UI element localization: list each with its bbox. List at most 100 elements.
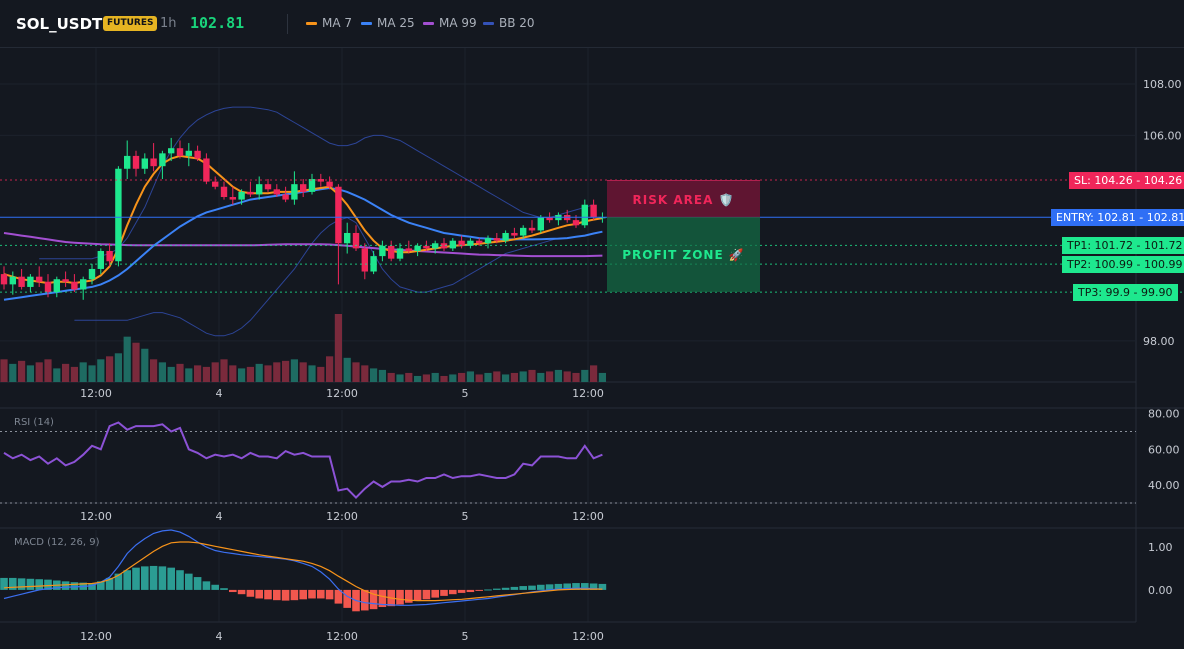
candle-body bbox=[476, 240, 483, 244]
candle-body bbox=[168, 148, 175, 154]
rsi-tick-label: 80.00 bbox=[1148, 408, 1180, 421]
macd-histogram-bar bbox=[44, 579, 52, 590]
time-tick-label: 12:00 bbox=[326, 510, 358, 523]
macd-histogram-bar bbox=[572, 583, 580, 590]
time-tick-label: 5 bbox=[462, 510, 469, 523]
legend-ma7[interactable]: MA 7 bbox=[306, 16, 352, 30]
volume-bar bbox=[114, 353, 122, 382]
timeframe-selector[interactable]: 1h bbox=[160, 16, 177, 31]
volume-bar bbox=[158, 362, 166, 382]
volume-bar bbox=[141, 348, 149, 382]
macd-histogram-bar bbox=[484, 589, 492, 591]
macd-histogram-bar bbox=[440, 589, 448, 596]
take-profit-tag: TP3: 99.9 - 99.90 bbox=[1073, 283, 1178, 301]
risk-area-label: RISK AREA 🛡️ bbox=[632, 192, 735, 207]
candle-body bbox=[62, 279, 69, 282]
volume-bar bbox=[220, 359, 228, 382]
legend-bb20[interactable]: BB 20 bbox=[483, 16, 535, 30]
candle-body bbox=[194, 150, 201, 159]
macd-histogram-bar bbox=[378, 589, 387, 608]
macd-histogram-bar bbox=[273, 589, 281, 601]
grid-lines bbox=[0, 48, 1184, 623]
volume-bar bbox=[194, 365, 202, 382]
macd-histogram-bar bbox=[149, 565, 158, 590]
volume-bar bbox=[546, 371, 554, 382]
candle-body bbox=[528, 227, 536, 231]
macd-histogram-bar bbox=[343, 589, 351, 608]
legend-ma25[interactable]: MA 25 bbox=[361, 16, 415, 30]
candle-body bbox=[150, 158, 157, 167]
macd-histogram-bar bbox=[405, 589, 413, 603]
volume-bar bbox=[361, 365, 369, 382]
candle-body bbox=[9, 276, 16, 285]
volume-bar bbox=[502, 374, 510, 382]
candle-body bbox=[256, 184, 263, 195]
candle-body bbox=[361, 248, 368, 272]
macd-histogram-bar bbox=[422, 589, 431, 600]
level-value: 99.90 bbox=[1141, 285, 1173, 299]
macd-tick-label: 1.00 bbox=[1148, 541, 1173, 554]
macd-tick-label: 0.00 bbox=[1148, 584, 1173, 597]
level-value: 104.26 bbox=[1143, 173, 1183, 187]
candle-body bbox=[432, 243, 439, 249]
take-profit-tag: TP2: 100.99 - 100.99 bbox=[1062, 255, 1184, 273]
macd-histogram-bar bbox=[176, 570, 184, 590]
volume-bar bbox=[229, 365, 237, 382]
candle-body bbox=[423, 245, 430, 249]
candle-body bbox=[238, 191, 245, 200]
header-divider bbox=[287, 14, 288, 34]
volume-bar bbox=[9, 363, 17, 382]
candle-body bbox=[300, 184, 307, 192]
volume-bar bbox=[70, 366, 78, 382]
macd-histogram-bar bbox=[193, 577, 202, 590]
candle-body bbox=[467, 240, 474, 246]
volume-bar bbox=[326, 356, 334, 382]
candlesticks bbox=[0, 137, 606, 300]
macd-histogram-bar bbox=[97, 581, 105, 590]
macd-histogram-bar bbox=[132, 567, 140, 590]
legend-ma99[interactable]: MA 99 bbox=[423, 16, 477, 30]
macd-histogram-bar bbox=[475, 589, 483, 591]
macd-histogram-bar bbox=[237, 589, 246, 595]
macd-histogram-bar bbox=[0, 577, 8, 590]
volume-bar bbox=[528, 369, 536, 382]
macd-histogram-bar bbox=[105, 577, 114, 590]
candle-body bbox=[88, 268, 96, 280]
level-separator: - bbox=[1132, 173, 1144, 187]
bollinger-bands bbox=[39, 106, 594, 337]
axes: 108.00 106.00 98.00 12:00 4 12:00 5 12:00 12:00 4… bbox=[80, 78, 1181, 643]
macd-histogram-bar bbox=[317, 589, 325, 599]
volume-bar bbox=[422, 374, 430, 382]
volume-bar bbox=[572, 372, 580, 382]
chart-header: SOL_USDT FUTURES 1h 102.81 MA 7 MA 25 MA… bbox=[0, 0, 1184, 48]
candle-body bbox=[97, 250, 104, 269]
macd-histogram-bar bbox=[545, 584, 554, 590]
volume-bar bbox=[97, 359, 105, 382]
candle-body bbox=[440, 243, 448, 249]
volume-bar bbox=[352, 362, 360, 382]
symbol-name[interactable]: SOL_USDT bbox=[16, 15, 103, 33]
candle-body bbox=[590, 204, 597, 218]
volume-bar bbox=[466, 371, 474, 382]
macd-histogram-bar bbox=[9, 577, 17, 590]
macd-histogram-bar bbox=[246, 589, 255, 597]
macd-histogram-bar bbox=[264, 589, 272, 600]
volume-bar bbox=[458, 372, 466, 382]
macd-histogram-bar bbox=[598, 583, 607, 590]
macd-histogram-bar bbox=[519, 586, 527, 590]
take-profit-tag: TP1: 101.72 - 101.72 bbox=[1062, 236, 1184, 254]
volume-bar bbox=[449, 374, 457, 382]
candle-body bbox=[141, 158, 148, 169]
macd-histogram-bar bbox=[589, 583, 598, 590]
volume-bar bbox=[405, 372, 413, 382]
candle-body bbox=[572, 220, 580, 226]
macd-histogram-bar bbox=[185, 573, 193, 590]
candle-body bbox=[229, 197, 236, 200]
macd-histogram-bar bbox=[290, 589, 299, 601]
macd-histogram-bar bbox=[88, 583, 96, 590]
ma99-swatch bbox=[423, 21, 434, 25]
volume-bar bbox=[211, 362, 219, 382]
volume-bars bbox=[0, 314, 606, 382]
level-label: TP2: 100.99 bbox=[1067, 257, 1134, 271]
